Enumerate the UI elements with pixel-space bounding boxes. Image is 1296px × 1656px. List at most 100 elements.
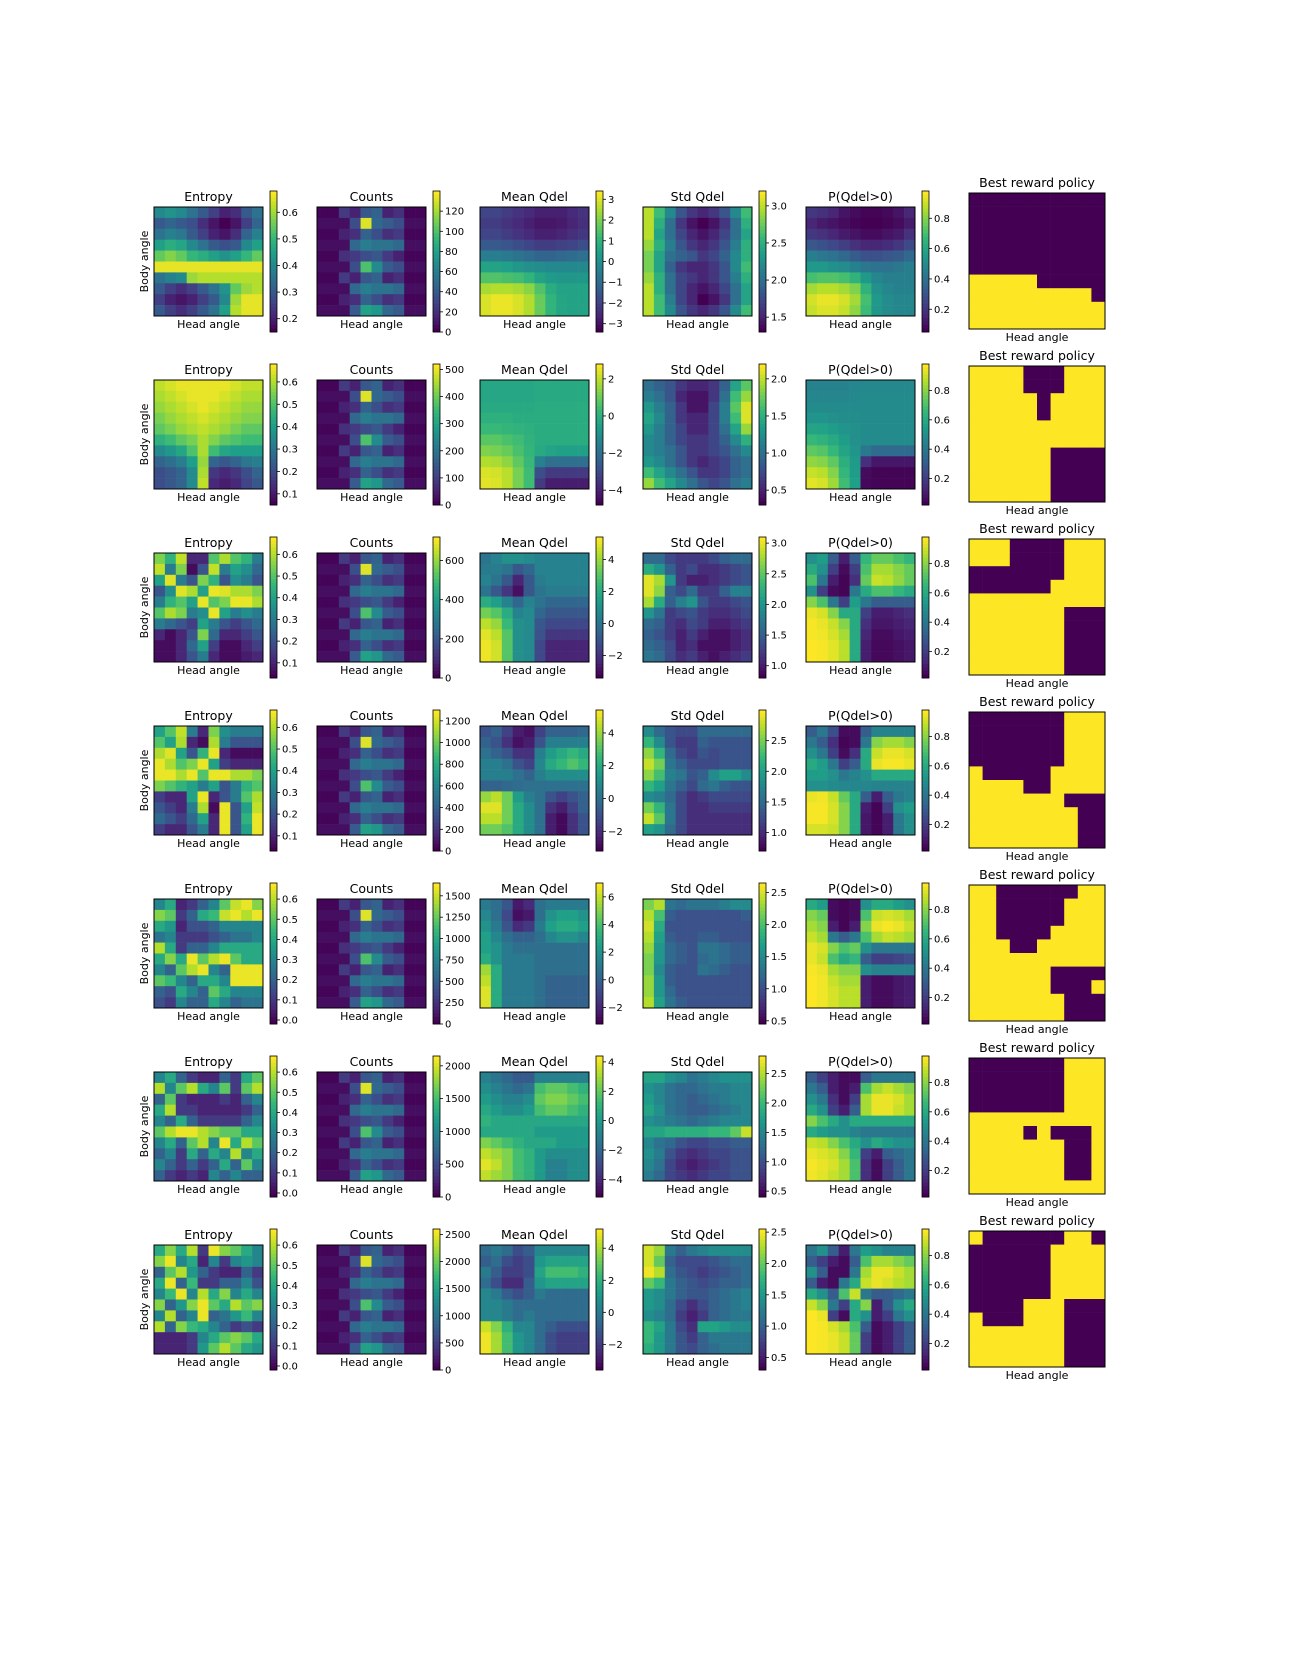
heatmap-cell bbox=[675, 1126, 687, 1138]
heatmap-cell bbox=[219, 207, 231, 219]
heatmap-cell bbox=[686, 986, 698, 998]
heatmap-cell bbox=[882, 975, 894, 987]
heatmap-cell bbox=[578, 769, 590, 781]
heatmap-cell bbox=[578, 553, 590, 565]
heatmap-cells bbox=[643, 1072, 753, 1182]
colorbar: 0.20.40.60.8 bbox=[921, 882, 950, 1025]
heatmap-cell bbox=[545, 412, 557, 424]
heatmap-cell bbox=[982, 966, 997, 981]
colorbar-segment bbox=[759, 649, 766, 654]
heatmap-cell bbox=[827, 563, 839, 576]
heatmap-cell bbox=[219, 283, 231, 295]
colorbar-segment bbox=[922, 907, 929, 912]
heatmap-cell bbox=[175, 931, 187, 943]
heatmap-cell bbox=[382, 250, 394, 262]
heatmap-cell bbox=[523, 283, 535, 295]
heatmap-cell bbox=[697, 283, 709, 295]
colorbar-segment bbox=[433, 321, 440, 326]
heatmap-cell bbox=[252, 607, 264, 619]
heatmap-cell bbox=[186, 412, 198, 424]
heatmap-cell bbox=[164, 651, 177, 663]
heatmap-cell bbox=[534, 456, 546, 468]
colorbar-segment bbox=[596, 773, 603, 778]
colorbar-segment bbox=[270, 1168, 277, 1173]
heatmap-cell bbox=[643, 964, 655, 976]
colorbar-segment bbox=[596, 660, 603, 665]
heatmap-cell bbox=[882, 780, 894, 792]
heatmap-cell bbox=[741, 261, 753, 273]
colorbar-segment bbox=[922, 925, 929, 930]
heatmap-cell bbox=[1050, 661, 1065, 676]
colorbar-tick-label: 0.2 bbox=[282, 975, 298, 986]
heatmap-cell bbox=[1064, 620, 1079, 635]
axes-frame bbox=[642, 725, 753, 836]
heatmap-cell bbox=[664, 780, 676, 792]
colorbar-segment bbox=[270, 611, 277, 615]
heatmap-cell bbox=[904, 942, 916, 954]
heatmap-cell bbox=[349, 217, 361, 230]
heatmap-cell bbox=[556, 997, 568, 1009]
heatmap-cell bbox=[578, 997, 590, 1009]
heatmap-cell bbox=[567, 909, 579, 922]
heatmap-cell bbox=[816, 736, 829, 749]
heatmap-cell bbox=[567, 380, 579, 392]
colorbar-segment bbox=[270, 840, 277, 845]
heatmap-cell bbox=[996, 274, 1011, 289]
heatmap-cell bbox=[415, 563, 427, 576]
colorbar: 1.01.52.02.5 bbox=[758, 709, 787, 852]
colorbar-segment bbox=[433, 1144, 440, 1149]
colorbar-segment bbox=[433, 836, 440, 841]
colorbar: 1.52.02.53.0 bbox=[758, 190, 787, 333]
colorbar-segment bbox=[433, 957, 440, 961]
heatmap-cell bbox=[241, 1148, 253, 1160]
heatmap-cell bbox=[969, 780, 983, 794]
y-axis-label: Body angle bbox=[138, 576, 151, 638]
heatmap-cell bbox=[186, 401, 198, 413]
heatmap-cell bbox=[523, 747, 535, 759]
colorbar-segment bbox=[596, 582, 603, 587]
colorbar-segment bbox=[270, 663, 277, 668]
colorbar-segment bbox=[433, 759, 440, 764]
heatmap-cell bbox=[567, 434, 579, 446]
heatmap-cell bbox=[827, 640, 839, 652]
heatmap-cells bbox=[154, 553, 264, 663]
colorbar-segment bbox=[596, 1193, 603, 1198]
axes-frame bbox=[153, 206, 264, 317]
heatmap-cell bbox=[697, 942, 709, 954]
heatmap-cell bbox=[327, 1072, 340, 1084]
x-axis-label: Head angle bbox=[829, 837, 892, 850]
heatmap-cell bbox=[860, 390, 872, 403]
heatmap-cell bbox=[982, 461, 997, 476]
colorbar-segment bbox=[433, 286, 440, 291]
colorbar-segment bbox=[922, 240, 929, 245]
heatmap-cell bbox=[480, 964, 492, 976]
colorbar-segment bbox=[596, 625, 603, 630]
heatmap-cell bbox=[490, 607, 503, 619]
colorbar-segment bbox=[922, 1002, 929, 1007]
colorbar-segment bbox=[922, 233, 929, 238]
heatmap-cell bbox=[697, 640, 709, 652]
colorbar-segment bbox=[759, 441, 766, 446]
heatmap-cell bbox=[490, 423, 503, 435]
axes-frame bbox=[316, 379, 427, 490]
heatmap-cell bbox=[675, 964, 687, 976]
heatmap-cell bbox=[675, 1072, 687, 1084]
heatmap-cell bbox=[567, 1126, 579, 1138]
heatmap-cell bbox=[578, 207, 590, 219]
heatmap-cell bbox=[252, 478, 264, 490]
colorbar-tick-label: 0.3 bbox=[282, 1128, 298, 1139]
heatmap-cell bbox=[882, 272, 894, 284]
heatmap-cell bbox=[1091, 261, 1106, 275]
heatmap-cell bbox=[164, 747, 177, 759]
colorbar-segment bbox=[270, 367, 277, 372]
heatmap-cell bbox=[1064, 420, 1079, 435]
heatmap-cell bbox=[164, 423, 177, 435]
heatmap-cell bbox=[415, 920, 427, 932]
heatmap-cell bbox=[904, 423, 916, 435]
heatmap-cell bbox=[415, 412, 427, 424]
heatmap-cell bbox=[252, 640, 264, 652]
heatmap-cell bbox=[697, 380, 709, 392]
heatmap-cell bbox=[219, 1115, 231, 1127]
heatmap-cell bbox=[197, 445, 209, 457]
heatmap-cell bbox=[252, 802, 264, 814]
